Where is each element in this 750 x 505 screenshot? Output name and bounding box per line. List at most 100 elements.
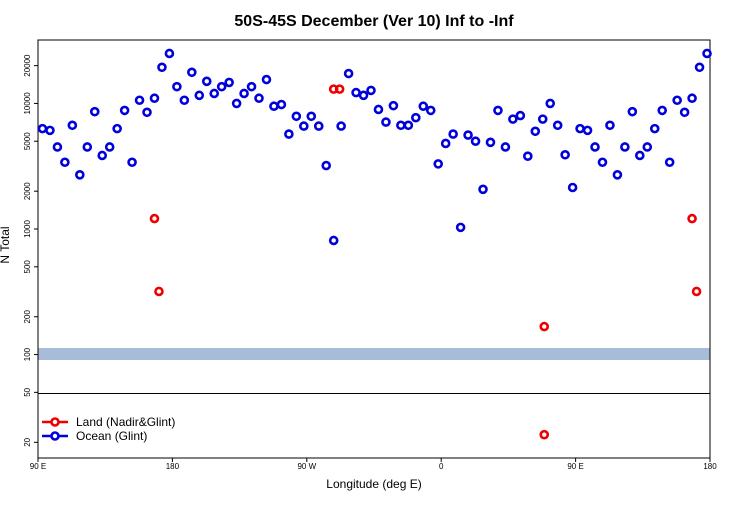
y-tick-label: 5000 [23, 132, 32, 150]
data-point [657, 105, 668, 116]
y-axis-label: N Total [0, 226, 12, 263]
reference-band [38, 348, 710, 360]
data-point [351, 87, 361, 98]
legend-label: Land (Nadir&Glint) [76, 415, 175, 429]
data-point [530, 126, 541, 137]
data-point [455, 222, 466, 233]
data-point [500, 142, 511, 152]
data-point [187, 67, 197, 78]
data-point [142, 107, 152, 118]
data-point [418, 101, 429, 112]
x-axis-label: Longitude (deg E) [326, 477, 421, 491]
y-tick-label: 100 [23, 347, 32, 361]
data-point [605, 120, 615, 131]
data-point [381, 117, 391, 127]
data-point [508, 114, 518, 124]
y-tick-label: 20000 [23, 54, 32, 77]
y-tick-label: 2000 [23, 182, 32, 200]
x-tick-label: 180 [703, 462, 717, 471]
data-point [112, 123, 122, 134]
data-point [388, 100, 399, 111]
data-point [478, 184, 488, 195]
data-point [52, 142, 63, 152]
data-point [164, 48, 175, 59]
data-point [119, 105, 130, 116]
data-point [493, 105, 503, 116]
data-point [149, 93, 160, 104]
x-tick-label: 180 [166, 462, 180, 471]
y-tick-label: 50 [23, 387, 32, 396]
data-point [299, 121, 309, 131]
data-point [336, 121, 346, 131]
data-point [539, 429, 550, 440]
data-point [321, 160, 332, 171]
data-point [104, 142, 115, 152]
data-point [448, 129, 458, 139]
data-point [539, 321, 550, 332]
y-tick-label: 1000 [23, 220, 32, 238]
data-point [149, 213, 160, 224]
data-point [224, 77, 234, 88]
data-point [89, 106, 100, 117]
data-point [515, 110, 526, 121]
data-point [545, 98, 556, 109]
data-point [45, 125, 55, 136]
chart-title: 50S-45S December (Ver 10) Inf to -Inf [234, 13, 514, 30]
data-point [179, 95, 190, 106]
data-point [82, 142, 93, 152]
data-point [664, 157, 675, 168]
data-point [620, 142, 630, 152]
data-point [343, 68, 354, 79]
data-point [679, 107, 690, 118]
data-point [261, 74, 272, 85]
data-point [67, 120, 78, 131]
data-point [276, 99, 287, 110]
data-point [537, 114, 548, 124]
data-point [425, 105, 436, 116]
data-point [687, 213, 697, 224]
data-point [358, 90, 369, 101]
data-point [284, 129, 294, 139]
data-point [328, 235, 339, 246]
data-point [694, 62, 705, 73]
data-point [239, 88, 249, 99]
y-tick-label: 10000 [23, 92, 32, 115]
data-point [687, 93, 697, 104]
data-point [635, 150, 645, 161]
data-point [433, 159, 444, 169]
data-point [691, 286, 702, 297]
data-point [313, 121, 324, 131]
data-point [612, 170, 623, 180]
data-point [485, 137, 496, 148]
x-tick-label: 90 E [30, 462, 46, 471]
y-tick-label: 200 [23, 310, 32, 324]
data-point [567, 182, 578, 193]
x-tick-label: 90 W [297, 462, 316, 471]
data-point [134, 95, 145, 106]
legend-label: Ocean (Glint) [76, 429, 147, 443]
data-point [403, 120, 414, 131]
data-point [216, 81, 227, 92]
data-point [373, 104, 384, 115]
data-point [523, 151, 533, 161]
data-point [366, 85, 376, 96]
data-point [154, 286, 164, 297]
legend-marker [50, 431, 60, 441]
data-point [60, 157, 70, 168]
data-point [306, 111, 317, 122]
data-point [254, 93, 264, 104]
data-point [157, 62, 167, 73]
data-point [597, 157, 608, 168]
data-point [231, 98, 242, 109]
data-point [552, 120, 563, 131]
y-tick-label: 500 [23, 260, 32, 274]
y-tick-label: 20 [23, 437, 32, 446]
data-point [411, 112, 421, 123]
data-point [649, 123, 660, 134]
data-point [201, 76, 212, 87]
data-point [194, 90, 205, 101]
data-point [97, 150, 108, 161]
data-point [463, 130, 473, 140]
